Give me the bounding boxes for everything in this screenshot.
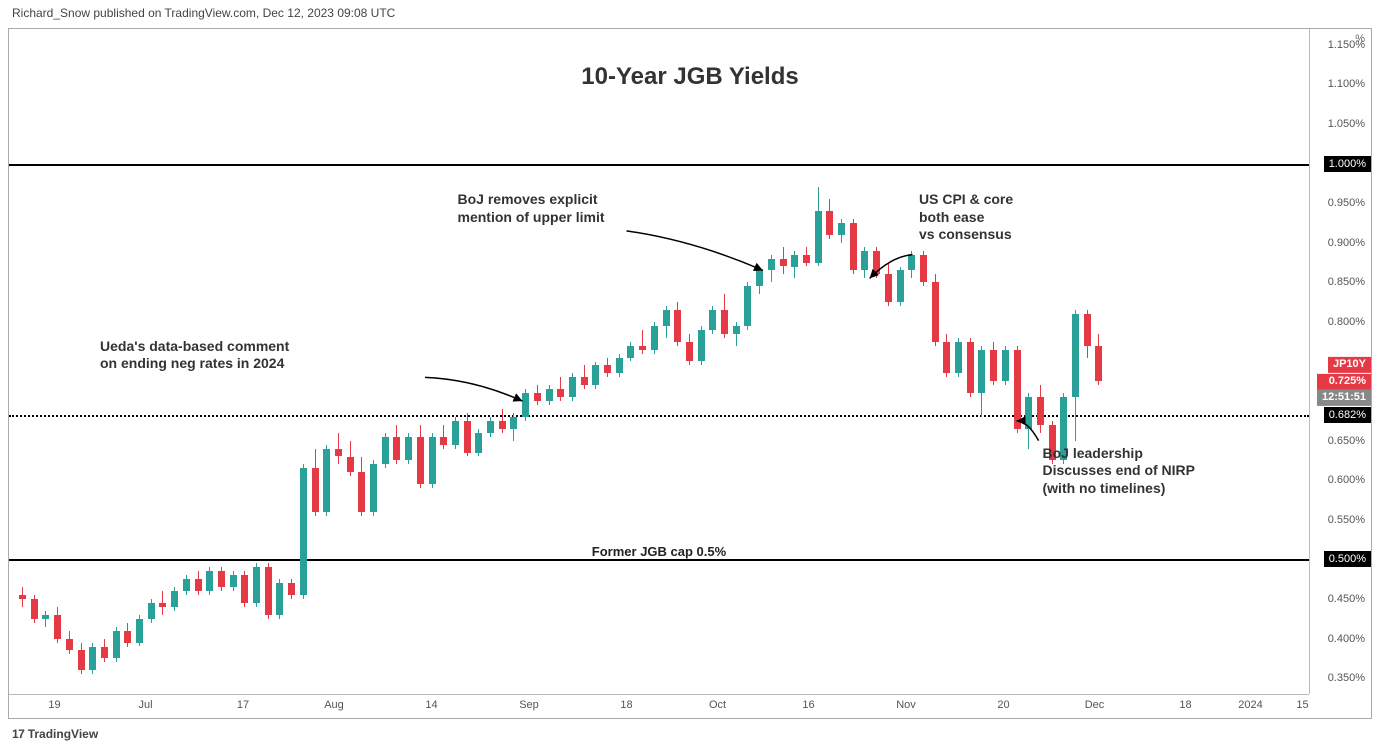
x-tick: 18	[620, 699, 632, 711]
horizontal-line	[9, 164, 1309, 166]
y-tick: 0.600%	[1328, 474, 1365, 486]
chart-annotation: BoJ leadershipDiscusses end of NIRP(with…	[1043, 445, 1196, 498]
y-tick: 0.650%	[1328, 435, 1365, 447]
line-price-tag: 1.000%	[1324, 156, 1371, 172]
chart-annotation: BoJ removes explicitmention of upper lim…	[458, 191, 605, 226]
x-tick: 16	[802, 699, 814, 711]
y-tick: 1.050%	[1328, 118, 1365, 130]
ticker-badge: JP10Y	[1328, 357, 1371, 373]
last-price: 0.725%	[1317, 374, 1371, 390]
y-tick: 0.900%	[1328, 237, 1365, 249]
line-price-tag: 0.500%	[1324, 551, 1371, 567]
x-tick: Aug	[324, 699, 344, 711]
x-tick: 14	[425, 699, 437, 711]
line-price-tag: 0.682%	[1324, 407, 1371, 423]
tv-logo-prefix: 17	[12, 727, 24, 741]
y-tick: 0.850%	[1328, 276, 1365, 288]
chart-title: 10-Year JGB Yields	[9, 63, 1371, 91]
x-tick: 2024	[1238, 699, 1262, 711]
y-tick: 0.800%	[1328, 316, 1365, 328]
attribution-text: Richard_Snow published on TradingView.co…	[12, 6, 395, 20]
y-tick: 0.550%	[1328, 514, 1365, 526]
countdown: 12:51:51	[1317, 390, 1371, 406]
x-tick: 18	[1179, 699, 1191, 711]
tv-logo-text: TradingView	[28, 727, 98, 741]
x-tick: 19	[48, 699, 60, 711]
footer-branding: 17 TradingView	[12, 727, 98, 741]
y-tick: 0.400%	[1328, 633, 1365, 645]
x-tick: Dec	[1085, 699, 1105, 711]
x-tick: Nov	[896, 699, 916, 711]
line-label: Former JGB cap 0.5%	[588, 544, 730, 559]
y-axis: % 0.350%0.400%0.450%0.500%0.550%0.600%0.…	[1309, 29, 1371, 694]
x-tick: 15	[1296, 699, 1308, 711]
x-tick: Jul	[138, 699, 152, 711]
chart-annotation: Ueda's data-based commenton ending neg r…	[100, 338, 289, 373]
chart-annotation: US CPI & coreboth easevs consensus	[919, 191, 1013, 244]
x-tick: Oct	[709, 699, 726, 711]
x-axis: 19 Jul 17 Aug 14 Sep 18 Oct 16 Nov 20 Dec 18 2024 15	[9, 694, 1309, 718]
y-tick: 1.150%	[1328, 39, 1365, 51]
horizontal-line	[9, 559, 1309, 561]
x-tick: Sep	[519, 699, 539, 711]
horizontal-line	[9, 415, 1309, 417]
y-tick: 0.950%	[1328, 197, 1365, 209]
y-tick: 0.350%	[1328, 672, 1365, 684]
chart-container: Former JGB cap 0.5% BoJ removes explicitm…	[8, 28, 1372, 719]
y-tick: 0.450%	[1328, 593, 1365, 605]
plot-area[interactable]: Former JGB cap 0.5% BoJ removes explicitm…	[9, 29, 1309, 694]
x-tick: 20	[997, 699, 1009, 711]
last-price-marker: JP10Y0.725%12:51:51	[1317, 357, 1371, 405]
x-tick: 17	[237, 699, 249, 711]
